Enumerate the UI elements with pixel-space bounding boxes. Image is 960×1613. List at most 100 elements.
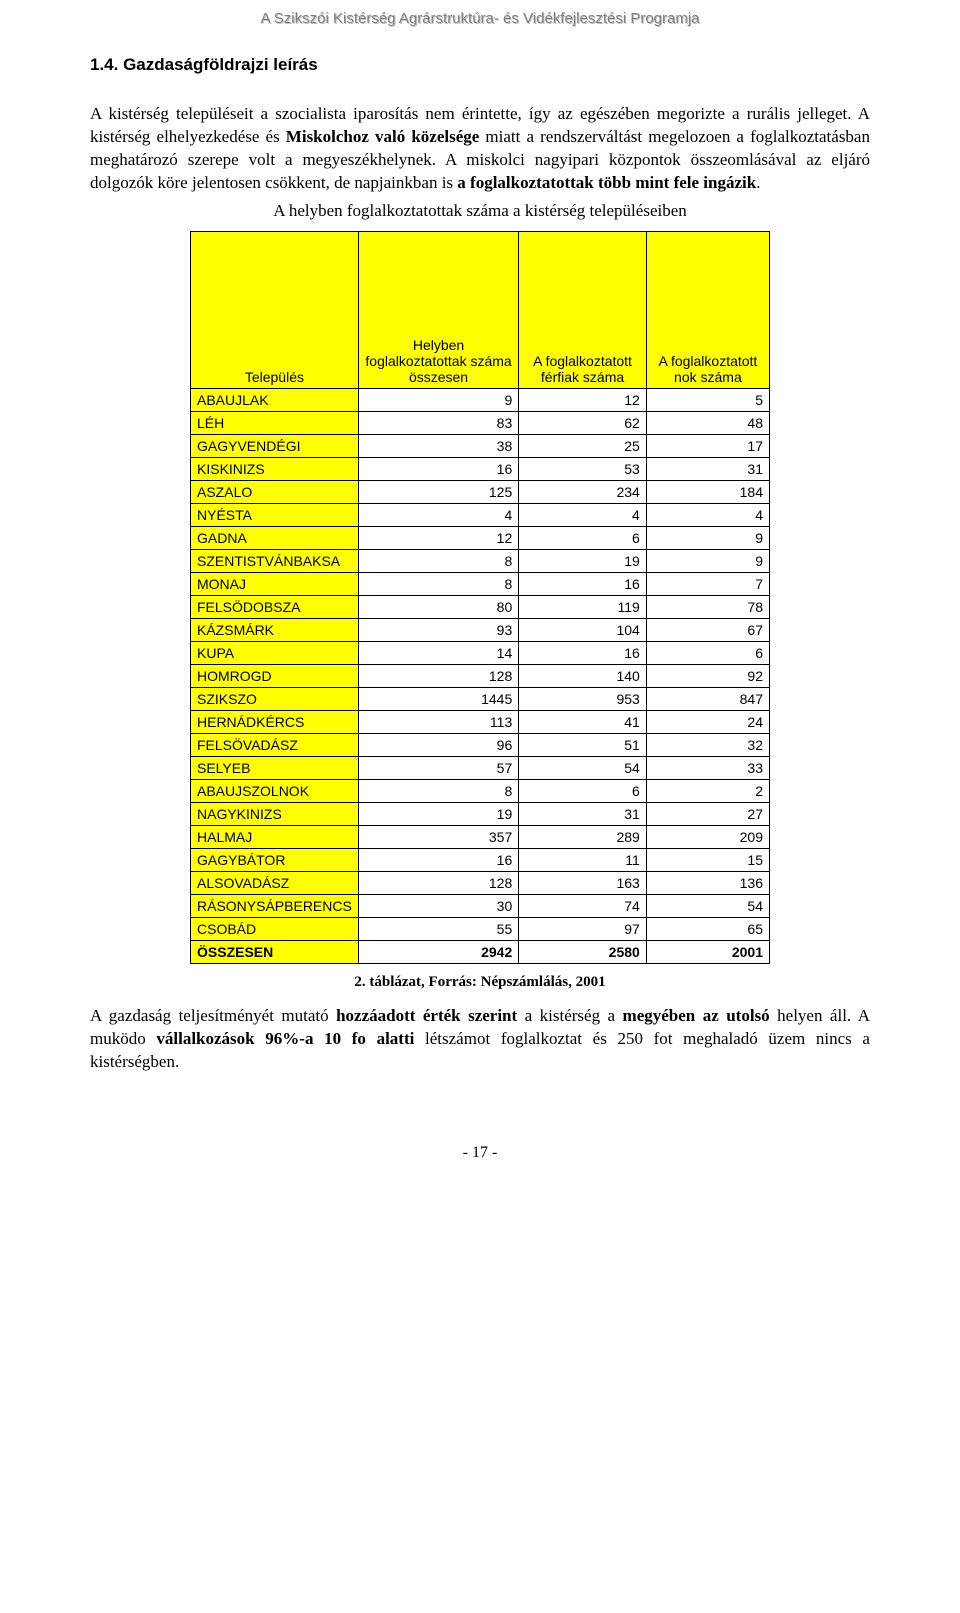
cell-employed-local: 12 (358, 526, 518, 549)
cell-settlement: GAGYVENDÉGI (191, 434, 359, 457)
cell-employed-women: 6 (646, 641, 769, 664)
paragraph-2-text-a: A gazdaság teljesítményét mutató (90, 1006, 336, 1025)
cell-employed-women: 9 (646, 549, 769, 572)
table-row: HERNÁDKÉRCS1134124 (191, 710, 770, 733)
cell-settlement: NYÉSTA (191, 503, 359, 526)
cell-employed-women: 92 (646, 664, 769, 687)
section-heading: 1.4. Gazdaságföldrajzi leírás (90, 55, 870, 75)
table-row: KÁZSMÁRK9310467 (191, 618, 770, 641)
cell-employed-men: 51 (519, 733, 647, 756)
table-row: KUPA14166 (191, 641, 770, 664)
cell-settlement: RÁSONYSÁPBERENCS (191, 894, 359, 917)
cell-settlement: FELSÖDOBSZA (191, 595, 359, 618)
cell-employed-local: 1445 (358, 687, 518, 710)
cell-employed-local: 128 (358, 664, 518, 687)
table-row: ALSOVADÁSZ128163136 (191, 871, 770, 894)
paragraph-1: A kistérség településeit a szocialista i… (90, 103, 870, 195)
cell-employed-local: 125 (358, 480, 518, 503)
col-header-employed-men: A foglalkoztatott férfiak száma (519, 231, 647, 388)
cell-settlement: KÁZSMÁRK (191, 618, 359, 641)
cell-settlement: FELSÖVADÁSZ (191, 733, 359, 756)
table-row: ABAUJLAK9125 (191, 388, 770, 411)
cell-total-c2: 2580 (519, 940, 647, 963)
cell-employed-women: 48 (646, 411, 769, 434)
cell-employed-local: 38 (358, 434, 518, 457)
paragraph-2: A gazdaság teljesítményét mutató hozzáad… (90, 1005, 870, 1074)
paragraph-1-bold-1: Miskolchoz való közelsége (286, 127, 480, 146)
cell-employed-women: 136 (646, 871, 769, 894)
document-header: A Szikszói Kistérség Agrárstruktúra- és … (90, 10, 870, 27)
cell-employed-local: 4 (358, 503, 518, 526)
cell-employed-local: 357 (358, 825, 518, 848)
table-row: ASZALO125234184 (191, 480, 770, 503)
table-row: RÁSONYSÁPBERENCS307454 (191, 894, 770, 917)
table-row: MONAJ8167 (191, 572, 770, 595)
paragraph-2-bold-2: megyében az utolsó (623, 1006, 770, 1025)
cell-employed-men: 41 (519, 710, 647, 733)
cell-employed-men: 104 (519, 618, 647, 641)
table-row: FELSÖDOBSZA8011978 (191, 595, 770, 618)
cell-settlement: SELYEB (191, 756, 359, 779)
cell-employed-men: 140 (519, 664, 647, 687)
paragraph-1-text-e: . (756, 173, 760, 192)
table-row: SZIKSZO1445953847 (191, 687, 770, 710)
cell-employed-local: 8 (358, 572, 518, 595)
page-number: - 17 - (90, 1144, 870, 1162)
cell-settlement: HOMROGD (191, 664, 359, 687)
cell-settlement: ALSOVADÁSZ (191, 871, 359, 894)
cell-settlement: ABAUJSZOLNOK (191, 779, 359, 802)
cell-employed-men: 62 (519, 411, 647, 434)
cell-employed-local: 8 (358, 779, 518, 802)
cell-employed-women: 65 (646, 917, 769, 940)
cell-employed-local: 93 (358, 618, 518, 641)
cell-employed-men: 97 (519, 917, 647, 940)
cell-employed-local: 96 (358, 733, 518, 756)
table-row: SELYEB575433 (191, 756, 770, 779)
table-row: CSOBÁD559765 (191, 917, 770, 940)
cell-employed-men: 54 (519, 756, 647, 779)
cell-employed-women: 2 (646, 779, 769, 802)
table-row: HALMAJ357289209 (191, 825, 770, 848)
cell-employed-local: 55 (358, 917, 518, 940)
cell-employed-men: 6 (519, 779, 647, 802)
cell-settlement: ASZALO (191, 480, 359, 503)
paragraph-2-text-c: a kistérség a (517, 1006, 622, 1025)
table-title: A helyben foglalkoztatottak száma a kist… (90, 201, 870, 221)
cell-employed-men: 31 (519, 802, 647, 825)
cell-settlement: ABAUJLAK (191, 388, 359, 411)
table-row: GADNA1269 (191, 526, 770, 549)
cell-settlement: MONAJ (191, 572, 359, 595)
table-row: GAGYBÁTOR161115 (191, 848, 770, 871)
cell-settlement: HERNÁDKÉRCS (191, 710, 359, 733)
cell-settlement: KISKINIZS (191, 457, 359, 480)
cell-employed-local: 14 (358, 641, 518, 664)
cell-employed-local: 57 (358, 756, 518, 779)
paragraph-2-bold-3: vállalkozások 96%-a 10 fo alatti (156, 1029, 414, 1048)
cell-settlement: SZENTISTVÁNBAKSA (191, 549, 359, 572)
cell-employed-men: 163 (519, 871, 647, 894)
cell-settlement: HALMAJ (191, 825, 359, 848)
table-row: NAGYKINIZS193127 (191, 802, 770, 825)
table-row: ABAUJSZOLNOK862 (191, 779, 770, 802)
table-row: NYÉSTA444 (191, 503, 770, 526)
cell-employed-men: 19 (519, 549, 647, 572)
table-row: GAGYVENDÉGI382517 (191, 434, 770, 457)
cell-employed-men: 25 (519, 434, 647, 457)
cell-employed-women: 67 (646, 618, 769, 641)
table-total-row: ÖSSZESEN294225802001 (191, 940, 770, 963)
cell-employed-women: 15 (646, 848, 769, 871)
cell-employed-men: 119 (519, 595, 647, 618)
cell-settlement: GAGYBÁTOR (191, 848, 359, 871)
table-row: KISKINIZS165331 (191, 457, 770, 480)
cell-employed-men: 16 (519, 572, 647, 595)
table-header-row: Település Helyben foglalkoztatottak szám… (191, 231, 770, 388)
table-row: LÉH836248 (191, 411, 770, 434)
cell-employed-women: 27 (646, 802, 769, 825)
cell-employed-men: 6 (519, 526, 647, 549)
cell-employed-women: 7 (646, 572, 769, 595)
col-header-employed-local: Helyben foglalkoztatottak száma összesen (358, 231, 518, 388)
cell-settlement: NAGYKINIZS (191, 802, 359, 825)
table-caption: 2. táblázat, Forrás: Népszámlálás, 2001 (90, 974, 870, 991)
cell-employed-local: 80 (358, 595, 518, 618)
cell-settlement: GADNA (191, 526, 359, 549)
